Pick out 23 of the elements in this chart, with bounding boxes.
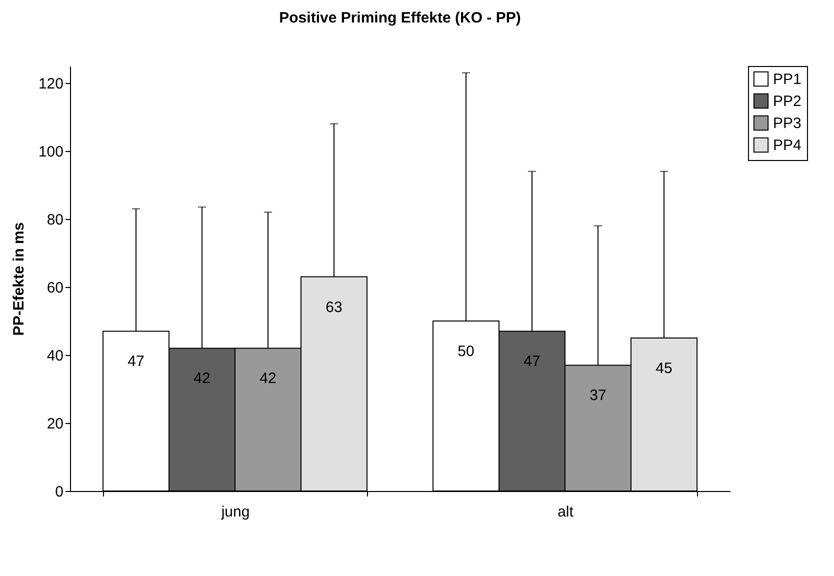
data-label: 47 [524,353,540,370]
y-tick-label: 100 [38,144,64,160]
y-tick-label: 60 [46,280,64,296]
data-label: 47 [128,353,144,370]
y-tick-label: 80 [46,212,64,228]
data-label: 50 [458,343,474,360]
x-tick-label: alt [558,504,574,520]
y-tick-label: 0 [55,484,64,500]
chart-title: Positive Priming Effekte (KO - PP) [279,10,521,26]
legend-label: PP4 [773,137,802,154]
legend-label: PP3 [773,115,802,132]
legend-label: PP1 [773,71,802,88]
y-axis-title: PP-Efekte in ms [10,222,28,336]
data-label: 63 [326,298,342,316]
y-tick-label: 120 [38,76,64,92]
legend-label: PP2 [773,93,802,110]
x-tick-label: jung [220,504,250,520]
data-label: 45 [656,360,672,377]
y-tick-label: 40 [46,348,64,364]
data-label: 42 [260,370,276,388]
data-label: 37 [590,387,606,404]
data-label: 42 [194,370,210,388]
y-tick-label: 20 [46,416,64,432]
